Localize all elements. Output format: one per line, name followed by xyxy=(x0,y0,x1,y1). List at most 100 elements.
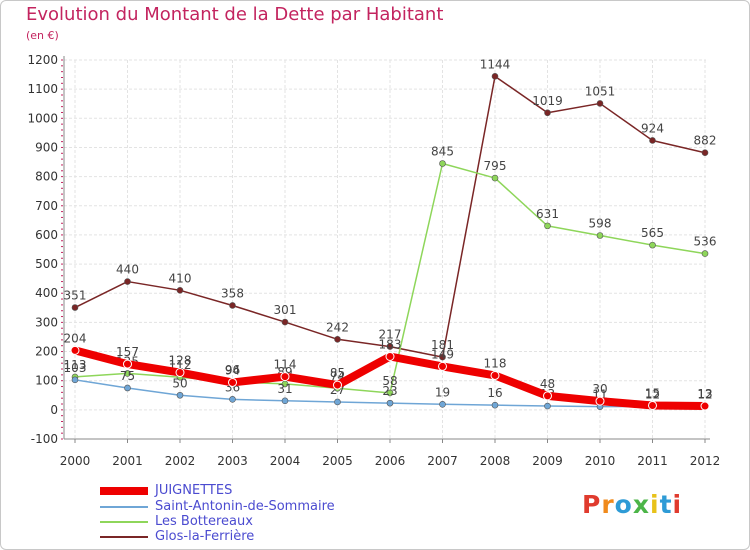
legend-swatch xyxy=(100,487,148,495)
data-point xyxy=(70,345,80,355)
data-point xyxy=(701,149,709,157)
y-tick-label: 300 xyxy=(35,315,58,329)
data-point xyxy=(700,401,710,411)
y-tick-label: -100 xyxy=(31,432,58,446)
data-label: 12 xyxy=(697,387,712,401)
chart-title: Evolution du Montant de la Dette par Hab… xyxy=(26,4,444,25)
y-tick-label: 200 xyxy=(35,345,58,359)
data-point xyxy=(386,399,394,407)
data-point xyxy=(438,361,447,371)
data-point xyxy=(439,353,446,361)
data-label: 924 xyxy=(641,121,664,135)
proxiti-logo: Proxiti xyxy=(582,490,682,519)
data-point xyxy=(334,398,341,406)
data-label: 157 xyxy=(116,345,139,359)
data-point xyxy=(649,241,656,249)
legend-label: JUIGNETTES xyxy=(155,483,233,498)
data-label: 149 xyxy=(431,347,454,361)
data-label: 103 xyxy=(64,361,87,375)
logo-letter: x xyxy=(632,490,650,519)
logo-letter: i xyxy=(672,490,683,519)
data-label: 94 xyxy=(225,363,240,377)
data-label: 23 xyxy=(382,384,397,398)
data-label: 217 xyxy=(379,328,402,342)
data-label: 15 xyxy=(645,386,660,400)
data-point xyxy=(281,318,289,326)
data-point xyxy=(596,100,604,107)
y-tick-label: 900 xyxy=(35,140,58,154)
data-label: 631 xyxy=(536,207,559,221)
logo-letter: t xyxy=(659,490,673,519)
data-label: 204 xyxy=(64,331,87,345)
data-point xyxy=(175,368,185,378)
x-tick-label: 2010 xyxy=(585,454,616,468)
logo-letter: i xyxy=(650,490,660,519)
data-label: 242 xyxy=(326,320,349,334)
data-point xyxy=(439,160,446,167)
x-tick-label: 2011 xyxy=(637,454,668,468)
legend-swatch xyxy=(100,506,148,508)
x-tick-label: 2007 xyxy=(427,454,458,468)
data-point xyxy=(71,376,79,384)
y-tick-label: 400 xyxy=(35,286,58,300)
data-point xyxy=(123,359,132,369)
chart-unit-label: (en €) xyxy=(26,29,59,42)
data-point xyxy=(544,109,551,117)
x-tick-label: 2009 xyxy=(532,454,563,468)
y-tick-label: 500 xyxy=(35,257,58,271)
data-label: 128 xyxy=(169,354,192,368)
x-tick-label: 2003 xyxy=(217,454,248,468)
data-label: 12 xyxy=(645,387,660,401)
data-label: 118 xyxy=(484,356,507,370)
data-label: 31 xyxy=(277,382,292,396)
y-tick-label: 600 xyxy=(35,228,58,242)
data-point xyxy=(596,232,604,239)
x-tick-label: 2006 xyxy=(375,454,406,468)
data-label: 58 xyxy=(382,374,397,388)
y-tick-label: 1200 xyxy=(27,53,58,67)
data-label: 882 xyxy=(694,134,717,148)
legend-label: Les Bottereaux xyxy=(155,514,253,529)
data-label: 113 xyxy=(64,358,87,372)
data-label: 16 xyxy=(487,386,502,400)
data-point xyxy=(490,370,500,380)
data-point xyxy=(229,396,236,403)
logo-letter: P xyxy=(582,490,602,519)
data-point xyxy=(334,335,341,343)
data-point xyxy=(124,370,131,377)
data-label: 1019 xyxy=(532,94,563,108)
x-tick-label: 2005 xyxy=(322,454,353,468)
data-label: 1144 xyxy=(480,57,511,71)
x-tick-label: 2008 xyxy=(480,454,511,468)
data-point xyxy=(648,400,657,410)
data-label: 19 xyxy=(435,385,450,399)
data-label: 96 xyxy=(225,363,240,377)
data-point xyxy=(176,287,184,294)
data-label: 1051 xyxy=(585,84,616,98)
data-point xyxy=(544,222,551,230)
logo-letter: r xyxy=(601,490,615,519)
data-point xyxy=(439,401,446,408)
data-label: 13 xyxy=(697,387,712,401)
data-point xyxy=(176,391,184,399)
y-tick-label: 800 xyxy=(35,170,58,184)
data-label: 795 xyxy=(484,159,507,173)
data-label: 75 xyxy=(120,369,135,383)
legend-label: Glos-la-Ferrière xyxy=(155,529,255,544)
y-tick-label: 0 xyxy=(50,403,58,417)
data-point xyxy=(491,174,499,182)
data-label: 440 xyxy=(116,263,139,277)
legend-swatch xyxy=(100,536,148,538)
data-point xyxy=(124,384,131,392)
x-tick-label: 2001 xyxy=(112,454,143,468)
data-point xyxy=(543,391,552,401)
logo-letter: o xyxy=(614,490,633,519)
x-tick-label: 2004 xyxy=(270,454,301,468)
data-point xyxy=(649,137,656,144)
data-point xyxy=(491,73,499,80)
x-tick-label: 2000 xyxy=(60,454,91,468)
data-point xyxy=(701,250,709,257)
data-point xyxy=(280,372,290,382)
